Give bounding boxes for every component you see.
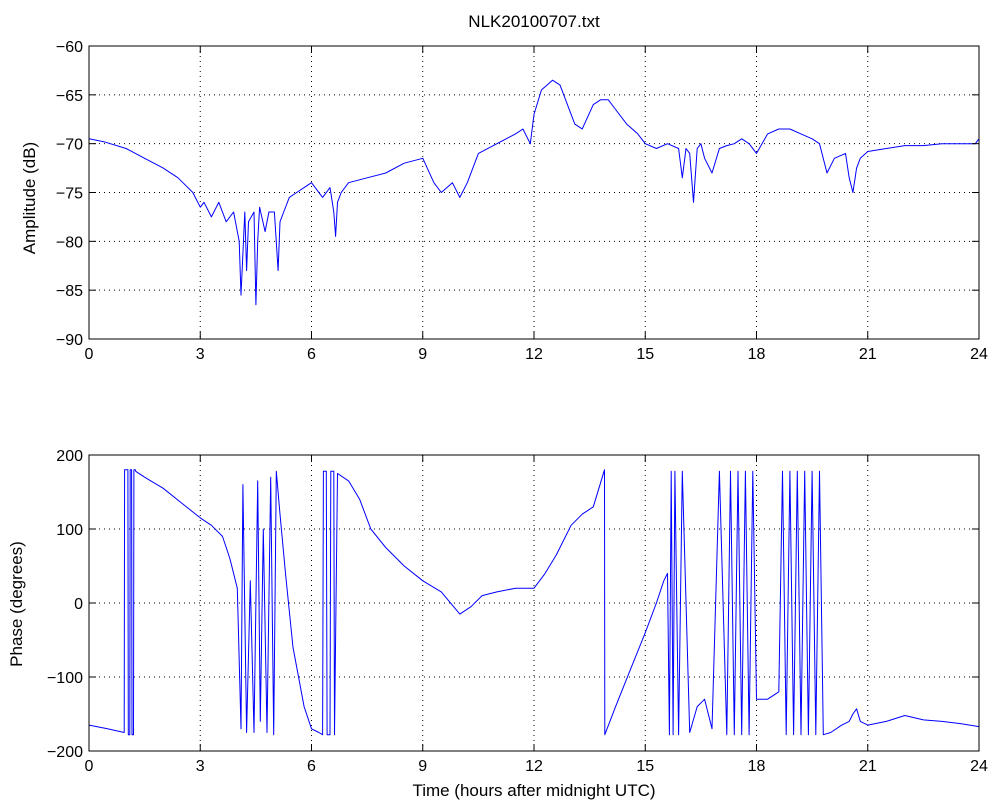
amplitude-y-tick-label: −80 [56,234,83,251]
phase-x-tick-label: 3 [196,758,205,775]
amplitude-panel: 0 3 6 9 12 15 18 21 24 −90 −85 −80 −75 −70 −65 −60 [56,39,988,363]
amplitude-x-tick-label: 0 [85,346,94,363]
phase-y-tick-label: 100 [56,522,83,539]
phase-x-tick-label: 24 [970,758,988,775]
amplitude-y-tick-label: −85 [56,283,83,300]
amplitude-y-tick-label: −90 [56,332,83,349]
phase-x-tick-label: 15 [636,758,654,775]
amplitude-x-tick-label: 15 [636,346,654,363]
amplitude-y-tick-label: −70 [56,137,83,154]
phase-series-line [88,469,980,736]
phase-y-tick-label: −200 [47,744,83,761]
amplitude-x-tick-label: 24 [970,346,988,363]
phase-x-tick-label: 9 [418,758,427,775]
amplitude-y-tick-label: −60 [56,39,83,56]
amplitude-x-tick-label: 9 [418,346,427,363]
phase-x-tick-label: 21 [859,758,877,775]
phase-y-tick-label: 200 [56,448,83,465]
amplitude-x-tick-label: 12 [525,346,543,363]
amplitude-x-tick-label: 3 [196,346,205,363]
phase-x-tick-label: 6 [307,758,316,775]
amplitude-x-tick-label: 18 [748,346,766,363]
phase-x-tick-label: 18 [748,758,766,775]
amplitude-x-tick-label: 21 [859,346,877,363]
amplitude-y-axis-label: Amplitude (dB) [20,142,39,254]
phase-x-tick-label: 0 [85,758,94,775]
phase-y-tick-label: −100 [47,670,83,687]
amplitude-y-tick-label: −75 [56,186,83,203]
chart-title: NLK20100707.txt [468,12,600,31]
phase-x-tick-label: 12 [525,758,543,775]
amplitude-y-tick-label: −65 [56,88,83,105]
amplitude-x-tick-label: 6 [307,346,316,363]
phase-panel: 0 3 6 9 12 15 18 21 24 −200 −100 0 100 200 [47,448,988,775]
amplitude-series-line [88,79,980,306]
phase-y-tick-label: 0 [74,596,83,613]
phase-y-axis-label: Phase (degrees) [7,541,26,667]
phase-x-axis-label: Time (hours after midnight UTC) [412,781,655,800]
